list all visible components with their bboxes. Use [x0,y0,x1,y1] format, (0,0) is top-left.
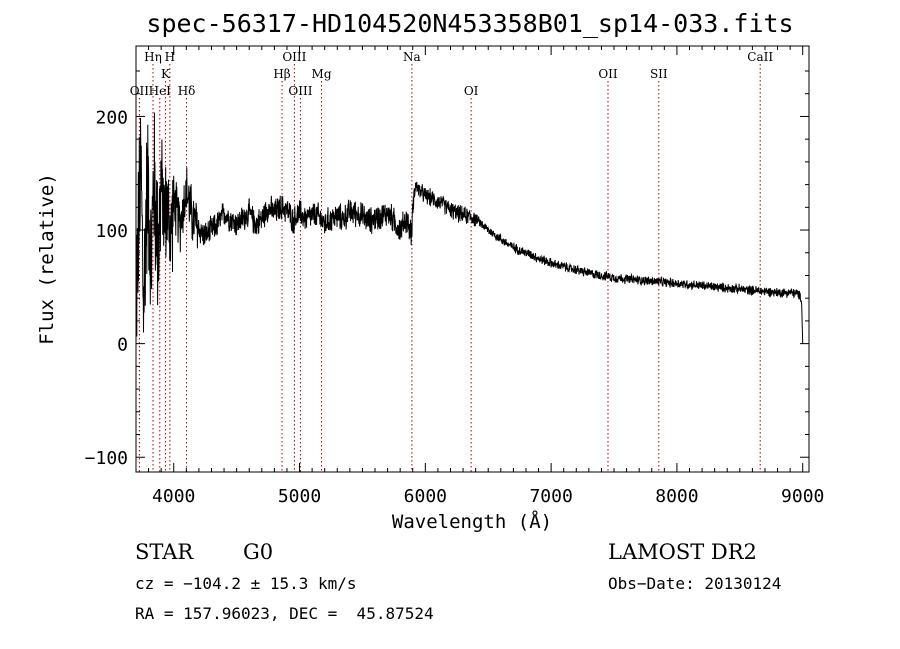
spectral-line-label: OII [598,67,618,81]
y-tick-label: −100 [85,448,128,469]
redshift-readout: cz = −104.2 ± 15.3 km/s [135,574,357,593]
spectral-line-label: SII [650,67,668,81]
spectral-line-label: HeI [149,84,172,98]
plot-frame [135,45,810,473]
spectral-line-label: OII [130,84,150,98]
spectral-line-label: Hβ [273,67,290,81]
spectral-line-label: H [165,50,175,64]
coordinates-readout: RA = 157.96023, DEC = 45.87524 [135,604,434,623]
survey-name: LAMOST DR2 [608,540,757,564]
spectral-line-label: OIII [288,84,312,98]
x-axis-label: Wavelength (Å) [392,510,552,533]
spectrum-line [135,112,804,344]
axis-ticks: 4000 5000 6000 7000 8000 9000 −100 0 100 200 [85,46,824,507]
spectral-line-label: Hη [144,50,162,64]
spectral-line-label: CaII [747,50,773,64]
x-tick-label: 8000 [655,486,698,507]
x-tick-label: 7000 [529,486,572,507]
obs-date: Obs−Date: 20130124 [608,574,782,593]
y-tick-label: 200 [95,107,128,128]
y-tick-label: 0 [117,335,128,356]
spectral-line-label: K [161,67,171,81]
y-tick-label: 100 [95,221,128,242]
spectral-line-label: OI [464,84,479,98]
x-tick-label: 6000 [404,486,447,507]
spectral-line-label: Hδ [178,84,196,98]
x-tick-label: 5000 [278,486,321,507]
y-axis-label: Flux (relative) [36,173,58,345]
spectral-line-label: Mg [312,67,332,81]
spectral-line-label: OIII [282,50,306,64]
object-class: STAR [135,540,194,564]
x-tick-label: 4000 [152,486,195,507]
x-tick-label: 9000 [781,486,824,507]
object-subclass: G0 [243,540,274,564]
spectrum-series [135,112,804,344]
chart-title: spec-56317-HD104520N453358B01_sp14-033.f… [146,9,793,38]
spectral-line-label: Na [403,50,421,64]
